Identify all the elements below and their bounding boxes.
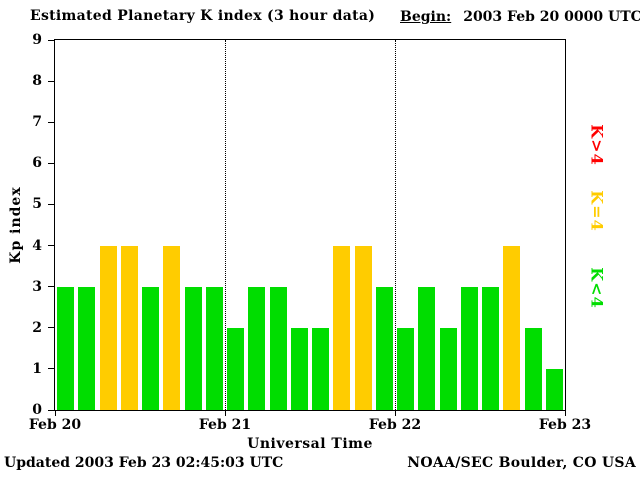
kp-bar: [57, 286, 75, 410]
y-tick-mark: [48, 368, 54, 370]
x-tick-mark: [224, 411, 226, 416]
y-tick-mark: [48, 203, 54, 205]
kp-bar: [248, 286, 266, 410]
kp-bar: [375, 286, 393, 410]
y-tick-label: 4: [32, 237, 42, 254]
y-tick-mark: [48, 286, 54, 288]
y-tick-label: 1: [32, 360, 42, 377]
y-tick-mark: [48, 39, 54, 41]
x-tick-label: Feb 21: [198, 417, 252, 433]
x-tick-mark: [54, 411, 56, 416]
legend-item: K<4: [587, 267, 607, 309]
kp-bar: [227, 327, 245, 410]
updated-text: Updated 2003 Feb 23 02:45:03 UTC: [4, 455, 284, 471]
kp-bar: [184, 286, 202, 410]
y-tick-label: 3: [32, 278, 42, 295]
legend-item: K=4: [587, 190, 607, 232]
y-tick-mark: [48, 80, 54, 82]
kp-bar: [503, 245, 521, 410]
y-tick-mark: [48, 121, 54, 123]
kp-bar: [290, 327, 308, 410]
kp-bar: [120, 245, 138, 410]
kp-bar: [142, 286, 160, 410]
y-tick-label: 9: [32, 32, 42, 48]
chart-title: Estimated Planetary K index (3 hour data…: [30, 8, 376, 24]
legend-item: K>4: [587, 124, 607, 166]
kp-bar: [99, 245, 117, 410]
source-text: NOAA/SEC Boulder, CO USA: [407, 455, 636, 471]
kp-bar: [333, 245, 351, 410]
y-tick-label: 5: [32, 196, 42, 213]
day-divider-line: [224, 40, 226, 410]
kp-bar: [482, 286, 500, 410]
x-tick-label: Feb 22: [368, 417, 422, 433]
x-tick-label: Feb 23: [538, 417, 592, 433]
begin-label: Begin:: [400, 9, 452, 25]
kp-bar: [439, 327, 457, 410]
y-tick-label: 0: [32, 402, 42, 418]
y-tick-label: 8: [32, 73, 42, 90]
y-tick-label: 7: [32, 114, 42, 131]
y-tick-mark: [48, 245, 54, 247]
y-tick-label: 2: [32, 319, 42, 336]
x-tick-mark: [564, 411, 566, 416]
y-tick-label: 6: [32, 155, 42, 172]
begin-value: 2003 Feb 20 0000 UTC: [463, 9, 640, 25]
kp-bar: [269, 286, 287, 410]
kp-bar: [312, 327, 330, 410]
begin-caption: Begin: 2003 Feb 20 0000 UTC: [400, 9, 640, 25]
plot-area: [54, 39, 566, 411]
kp-bar: [545, 368, 563, 410]
kp-bar: [163, 245, 181, 410]
day-divider-line: [394, 40, 396, 410]
kp-bar: [397, 327, 415, 410]
x-tick-mark: [394, 411, 396, 416]
y-tick-mark: [48, 162, 54, 164]
kp-bar: [78, 286, 96, 410]
kp-bar: [205, 286, 223, 410]
y-tick-mark: [48, 327, 54, 329]
kp-bar: [418, 286, 436, 410]
x-tick-label: Feb 20: [28, 417, 82, 433]
x-axis-title: Universal Time: [247, 436, 373, 452]
kp-bar: [354, 245, 372, 410]
y-tick-mark: [48, 409, 54, 411]
kp-bar: [524, 327, 542, 410]
kp-bar: [460, 286, 478, 410]
